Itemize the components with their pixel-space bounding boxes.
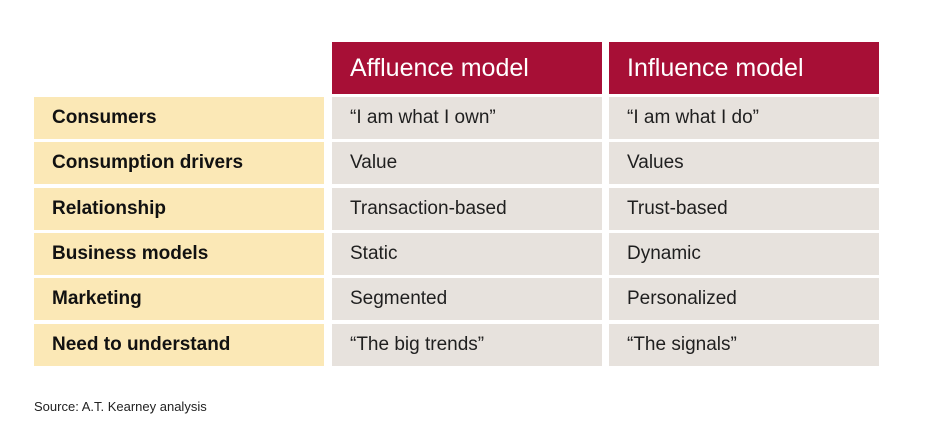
table-cell: “The big trends” (332, 323, 602, 366)
table-cell: “I am what I do” (609, 97, 879, 139)
row-label: Consumption drivers (34, 142, 324, 185)
table-cell: Dynamic (609, 232, 879, 275)
column-header: Influence model (609, 42, 879, 94)
table-cell: Value (332, 142, 602, 185)
table-cell: “The signals” (609, 323, 879, 366)
table-cell: Values (609, 142, 879, 185)
column-header: Affluence model (332, 42, 602, 94)
table-cell: Static (332, 232, 602, 275)
source-note: Source: A.T. Kearney analysis (34, 399, 207, 414)
table-cell: Personalized (609, 278, 879, 321)
row-label: Relationship (34, 187, 324, 230)
row-label: Need to understand (34, 323, 324, 366)
table-cell: “I am what I own” (332, 97, 602, 139)
row-label: Business models (34, 232, 324, 275)
row-label: Marketing (34, 278, 324, 321)
table-cell: Transaction-based (332, 187, 602, 230)
table-cell: Trust-based (609, 187, 879, 230)
table-cell: Segmented (332, 278, 602, 321)
row-label: Consumers (34, 97, 324, 139)
